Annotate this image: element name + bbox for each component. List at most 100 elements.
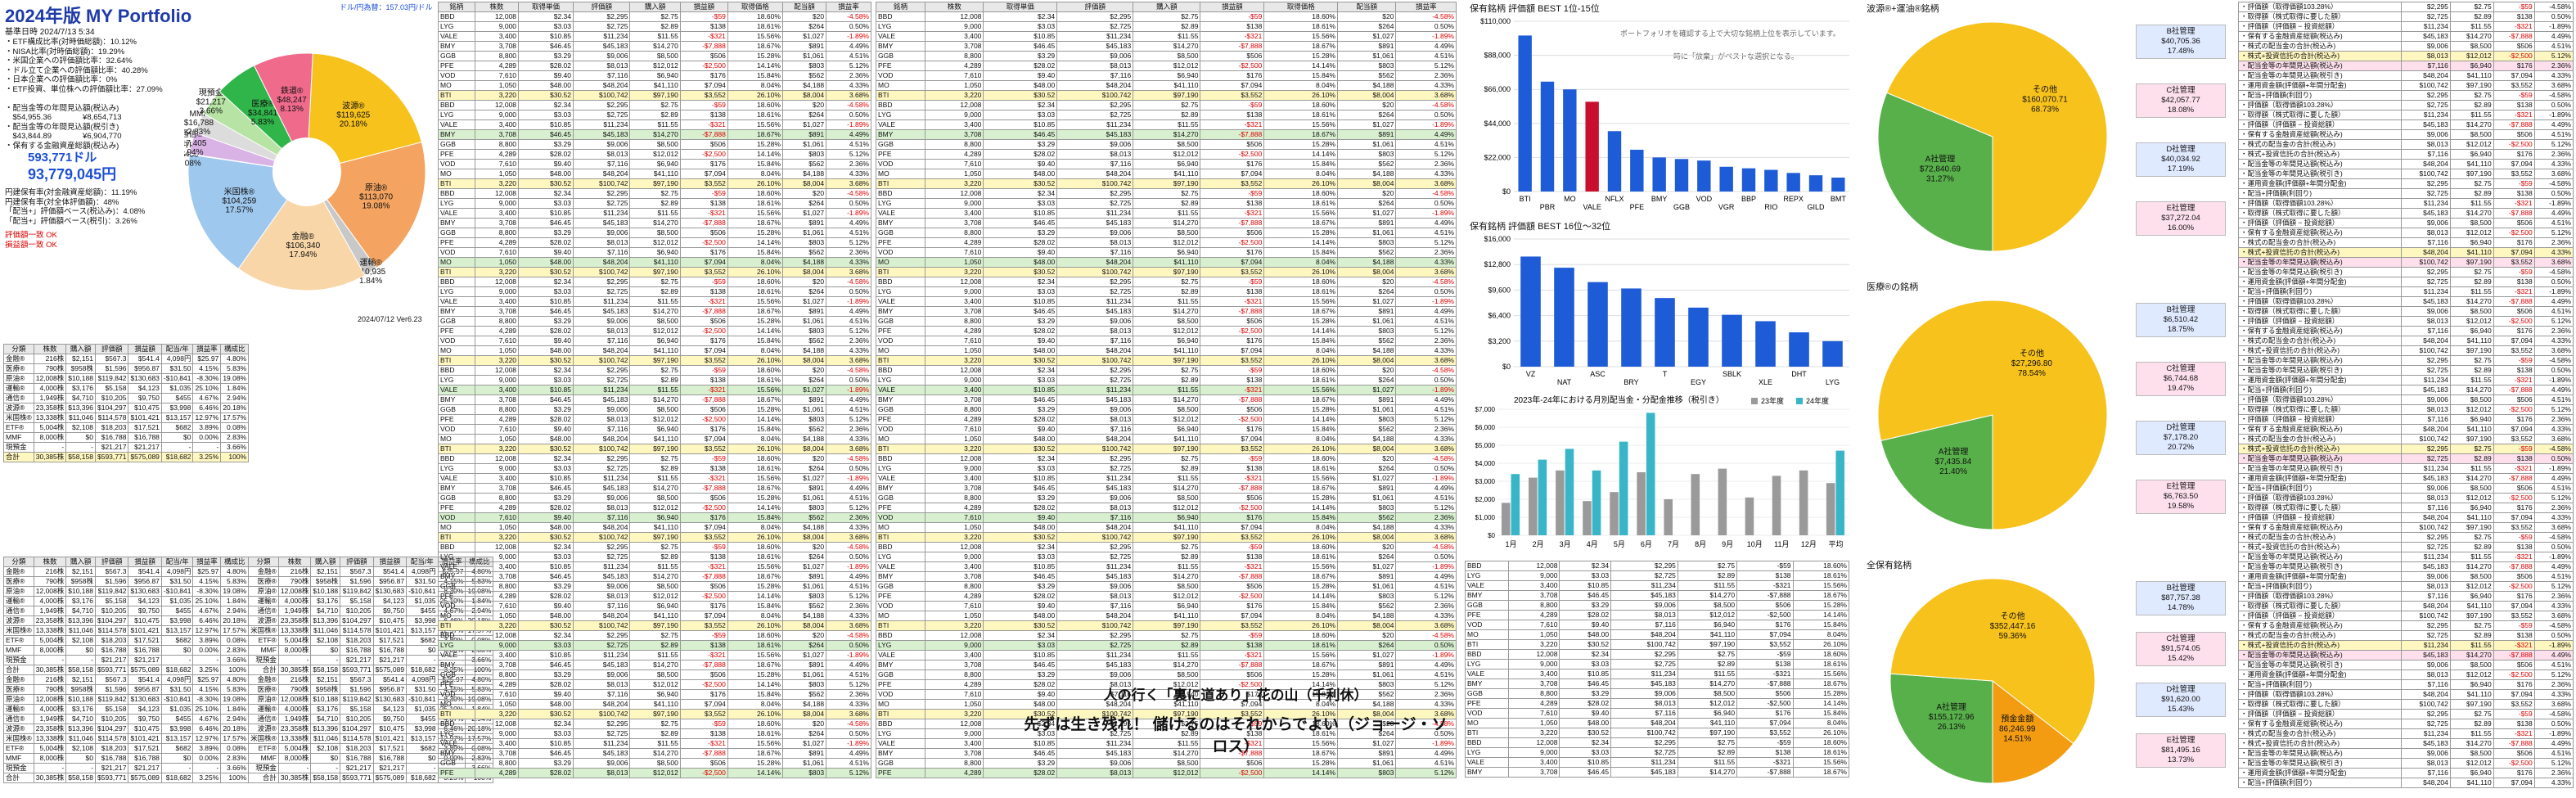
table-cell: $28.02 [518,679,574,690]
table-row: 医療® 790株 $958株 $1,596 $956.87 $31.50 4.15% 5.83… [3,576,494,587]
table-cell: $11,234 [573,738,631,749]
table-cell: 3,400 [925,385,984,395]
table-cell: $48.00 [518,80,574,91]
table-cell: $11.55 [2449,375,2494,385]
table-row: PFE 4,289 $28.02 $8,013 $12,012 -$2,500 14.14%… [875,679,1457,690]
table-cell: 4.33% [1395,257,1457,268]
table-cell: $562 [781,70,827,81]
table-cell: ・評価額（取得価額103.28%） [2237,100,2403,110]
table-cell: $2.89 [2449,630,2494,641]
table-cell: VALE [875,650,926,660]
table-header: 配当/年 [160,557,194,567]
table-cell: 2.36% [1395,601,1457,611]
table-cell: 18.61% [727,552,783,562]
table-cell: $176 [1200,424,1265,435]
table-row: 医療® 790株 $958株 $1,596 $956.87 $31.50 4.15% 5.83… [3,363,250,374]
table-cell: ・評価額（取得価額103.28%） [2237,198,2403,209]
table-row: BBD 12,008 $2.34 $2,295 $2.75 -$59 18.60% $20 -4… [875,365,1457,376]
pie-value: $119,625 [336,110,370,119]
table-cell: 原油® [3,694,34,705]
table-cell: $20 [1337,100,1397,110]
table-cell: 9,000 [925,21,984,32]
table-cell: $11,234 [2401,375,2451,385]
table-row: ・評価額（取得価額103.28%） $48,204 $41,110 $7,094 4.3… [2237,689,2574,700]
table-row: BBD 12,008 $2.34 $2,295 $2.75 -$59 18.60% $20 -4… [875,453,1457,464]
table-cell: LYG [438,640,475,651]
table-row: BTI 3,220 $30.52 $100,742 $97,190 $3,552 26.10… [875,444,1457,454]
bar [1607,131,1622,192]
table-cell: $8,013 [2401,316,2451,327]
table-cell: $506 [2493,129,2535,140]
table-cell: -$59 [679,630,728,641]
table-row: LYG 9,000 $3.03 $2,725 $2.89 $138 18.61% [1465,659,1850,670]
table-cell: 4.49% [1395,218,1457,228]
table-cell: -$2,500 [1200,149,1265,160]
table-cell: -$7,888 [679,218,728,228]
pie-pct: 2.94% [184,148,204,157]
table-cell: $0 [65,645,96,656]
table-cell: $682 [160,635,194,646]
table-cell: $2.34 [518,630,574,641]
table-cell: 26.10% [1263,178,1339,189]
table-cell: $31.50 [160,363,194,374]
table-cell: $130,683 [372,694,408,705]
table-cell: - [192,763,222,773]
table-cell: -$7,888 [679,571,728,582]
table-cell: 4.49% [2533,473,2574,484]
table-cell: $97,190 [629,90,681,101]
table-cell: ・配当金等の年間見込額(税込み) [2237,61,2403,71]
table-cell: $7,094 [679,699,728,710]
pie-pct: 17.57% [225,205,253,214]
table-row: VALE 3,400 $10.85 $11,234 $11.55 -$321 15.56% $… [875,650,1457,660]
table-cell: 1,050 [925,345,984,356]
table-cell: 4.51% [2533,218,2574,228]
table-cell: $48,204 [573,611,631,621]
table-cell: $48,204 [573,80,631,91]
table-cell: 1,050 [925,611,984,621]
table-cell: $2,725 [2401,630,2451,641]
table-cell: 合計 [3,452,34,462]
table-cell: 4,289 [474,237,520,248]
table-cell: 14.14% [727,679,783,690]
table-cell: BMY [438,483,475,494]
table-cell: BBD [438,542,475,552]
table-cell: $11.55 [629,119,681,130]
table-cell: 4.49% [1395,483,1457,494]
table-cell: $2,108 [310,743,341,754]
table-cell: VOD [1465,708,1509,719]
table-cell: 5.12% [826,237,871,248]
table-cell: $176 [2493,591,2535,602]
table-cell: 2.36% [826,70,871,81]
table-cell: 8,800 [925,758,984,769]
table-cell: BMY [438,748,475,759]
table-cell: $101,421 [128,413,162,423]
table-cell: $8,013 [573,768,631,778]
table-row: BTI 3,220 $30.52 $100,742 $97,190 $3,552 26.10… [875,709,1457,719]
table-cell: $4,710 [310,606,341,616]
pie-label: MMF [190,110,209,119]
table-cell: $1,027 [1337,385,1397,395]
table-cell: $41,110 [629,345,681,356]
table-cell: $2.75 [1133,188,1201,199]
table-cell: $2.75 [2449,355,2494,366]
table-cell: $97,190 [1133,355,1201,366]
table-cell: 3,400 [474,473,520,484]
sector-pie-3: 全保有銘柄 A社管理 $155,172.96 26.13% その他 $352,447.16… [1862,557,2234,794]
table-row: LYG 9,000 $3.03 $2,725 $2.89 $138 18.61% $264 0.… [438,463,871,474]
table-row: VOD 7,610 $9.40 $7,116 $6,940 $176 15.84% $562 2… [438,247,871,258]
table-cell: $114,578 [94,625,129,636]
table-cell: $14,270 [629,394,681,405]
table-cell: 15.28% [727,404,783,415]
table-cell: ・配当+評価額(利回り) [2237,778,2403,788]
table-cell: 790株 [33,684,67,695]
table-row: BBD 12,008 $2.34 $2,295 $2.75 -$59 18.60% $20 -4… [438,453,871,464]
table-cell: $11,234 [1056,650,1134,660]
table-cell: $0 [406,645,439,656]
table-cell: $18,203 [340,743,374,754]
table-cell: $176 [1736,620,1794,630]
table-cell: 15.28% [1263,139,1339,150]
sector-pie-svg: A社管理$155,172.9626.13%その他$352,447.1659.36… [1889,578,2096,784]
table-cell: 14.14% [1263,768,1339,778]
table-cell: 合計 [3,773,34,783]
table-cell: 15.28% [1263,51,1339,61]
